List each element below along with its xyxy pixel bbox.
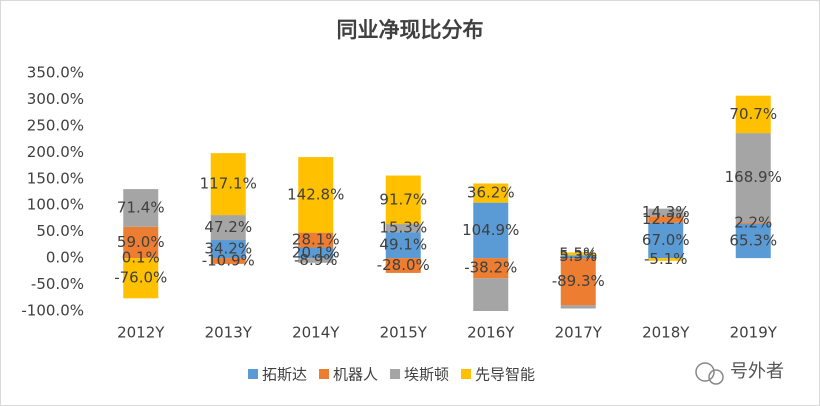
bar-segment — [298, 258, 334, 263]
data-label: 65.3% — [729, 231, 777, 249]
x-tick-label: 2014Y — [292, 324, 340, 342]
x-tick-label: 2016Y — [467, 324, 515, 342]
data-label: 34.2% — [204, 240, 252, 258]
bar-segment — [385, 175, 421, 225]
data-label: 36.2% — [467, 184, 515, 202]
bar-segment — [560, 252, 596, 256]
bar-segment — [735, 133, 771, 223]
data-label: 117.1% — [200, 175, 257, 193]
data-label: 142.8% — [287, 185, 344, 203]
data-label: -38.2% — [464, 259, 517, 277]
bar-segment — [473, 202, 509, 259]
bar-segment — [123, 189, 159, 227]
data-label: 0.1% — [122, 249, 160, 267]
legend-label: 埃斯顿 — [404, 366, 449, 384]
y-tick-label: 50.0% — [36, 222, 84, 240]
watermark: 号外者 — [695, 361, 784, 385]
bar-segment — [210, 258, 246, 264]
data-label: 59.0% — [117, 233, 165, 251]
y-tick-label: -100.0% — [21, 302, 84, 320]
data-label: 2.2% — [734, 213, 772, 231]
data-label: 14.3% — [642, 203, 690, 221]
x-tick-label: 2018Y — [642, 324, 690, 342]
bar-segment — [210, 153, 246, 216]
legend-swatch — [319, 369, 330, 379]
data-label: -10.9% — [202, 251, 255, 269]
legend-swatch — [390, 369, 401, 379]
bar-segment — [473, 278, 509, 311]
data-label: 5.5% — [559, 244, 597, 262]
bar-segment — [385, 224, 421, 233]
bar-segment — [298, 247, 334, 259]
data-label: 12.2% — [642, 210, 690, 228]
data-label: 5.3% — [559, 247, 597, 265]
y-tick-label: 0.0% — [46, 249, 84, 267]
legend-swatch — [461, 369, 472, 379]
x-tick-label: 2013Y — [205, 324, 253, 342]
bar-segment — [385, 232, 421, 259]
y-tick-label: 350.0% — [27, 64, 84, 82]
x-tick-label: 2015Y — [380, 324, 428, 342]
y-tick-label: 150.0% — [27, 169, 84, 187]
data-label: -89.3% — [552, 272, 605, 290]
legend-label: 先导智能 — [475, 366, 535, 384]
data-label: -5.1% — [644, 250, 688, 268]
data-label: 71.4% — [117, 198, 165, 216]
bar-segment — [298, 232, 334, 248]
legend-swatch — [248, 369, 258, 379]
bar-segment — [123, 258, 159, 299]
watermark-icon — [708, 369, 724, 385]
bar-segment — [648, 216, 684, 223]
bar-segment — [210, 215, 246, 241]
data-label: 49.1% — [379, 236, 427, 254]
data-label: -28.0% — [377, 256, 430, 274]
y-tick-label: -50.0% — [31, 275, 84, 293]
watermark-icon — [695, 362, 715, 382]
data-label: 47.2% — [204, 218, 252, 236]
data-label: 168.9% — [725, 168, 782, 186]
data-label: 91.7% — [379, 190, 427, 208]
bar-segment — [648, 222, 684, 259]
bar-segment — [473, 258, 509, 279]
data-label: 70.7% — [729, 105, 777, 123]
bar-segment — [123, 226, 159, 259]
plot-area — [123, 95, 771, 311]
data-label: 20.1% — [292, 243, 340, 261]
watermark-text: 号外者 — [730, 361, 784, 382]
data-label: 15.3% — [379, 219, 427, 237]
y-tick-label: 300.0% — [27, 90, 84, 108]
bar-segment — [210, 240, 246, 259]
bar-segment — [560, 258, 596, 306]
bar-segment — [473, 183, 509, 203]
y-tick-label: 100.0% — [27, 196, 84, 214]
bar-segment — [385, 258, 421, 273]
bar-segment — [735, 222, 771, 224]
bar-segment — [735, 223, 771, 259]
y-tick-label: 250.0% — [27, 116, 84, 134]
bar-segment — [298, 157, 334, 233]
y-tick-label: 200.0% — [27, 143, 84, 161]
bar-segment — [648, 208, 684, 217]
x-tick-label: 2019Y — [730, 324, 778, 342]
chart-title: 同业净现比分布 — [337, 18, 484, 42]
data-label: 67.0% — [642, 231, 690, 249]
data-label: 104.9% — [462, 221, 519, 239]
legend-label: 机器人 — [333, 366, 378, 384]
data-label: 28.1% — [292, 231, 340, 249]
legend-label: 拓斯达 — [262, 366, 307, 384]
bar-segment — [648, 258, 684, 261]
data-label: -8.9% — [294, 251, 338, 269]
data-label: -76.0% — [114, 269, 167, 287]
bar-segment — [560, 255, 596, 259]
bar-segment — [560, 305, 596, 309]
bar-segment — [735, 95, 771, 134]
x-tick-label: 2012Y — [117, 324, 165, 342]
x-tick-label: 2017Y — [555, 324, 603, 342]
